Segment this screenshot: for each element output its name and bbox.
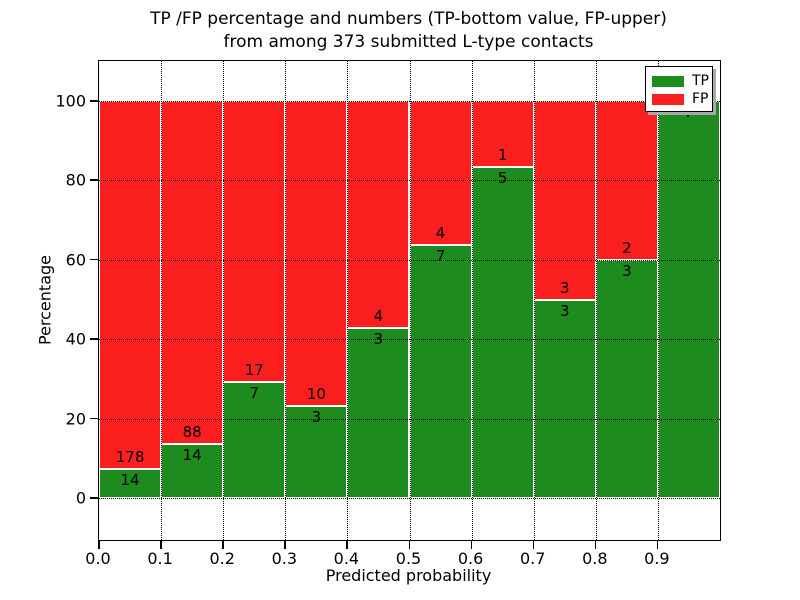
legend-row: FP — [652, 90, 712, 108]
bar-segment-fp — [347, 101, 410, 328]
y-tick — [90, 497, 98, 499]
y-tick — [90, 417, 98, 420]
chart-title-line1: TP /FP percentage and numbers (TP-bottom… — [150, 9, 667, 29]
y-tick — [90, 258, 98, 261]
x-axis-label: Predicted probability — [325, 566, 492, 585]
tp-count-label: 7 — [249, 384, 260, 403]
tp-count-label: 3 — [373, 329, 384, 348]
plot-area: 178 14 88 14 17 7 10 3 4 3 4 7 1 5 3 3 2 3 7 — [98, 60, 721, 541]
x-tick — [160, 540, 162, 549]
x-tick — [346, 540, 348, 549]
tp-count-label: 3 — [311, 408, 322, 427]
bar-segment-fp — [223, 101, 286, 383]
chart-title-line2: from among 373 submitted L-type contacts — [223, 32, 594, 52]
bar-segment-tp — [471, 167, 534, 498]
tp-legend-swatch — [652, 75, 684, 87]
bar-segment-fp — [161, 101, 224, 444]
fp-count-label: 88 — [182, 422, 202, 441]
fp-count-label: 178 — [115, 448, 145, 467]
y-tick-label: 20 — [65, 409, 86, 429]
legend-label: TP — [692, 73, 709, 89]
fp-legend-swatch — [652, 93, 684, 105]
v-gridline — [657, 61, 659, 540]
v-gridline — [161, 61, 163, 540]
x-tick — [470, 540, 473, 549]
bar-segment-tp — [409, 245, 472, 498]
x-tick-label: 0.9 — [644, 549, 670, 568]
legend: TP FP — [645, 66, 713, 112]
y-tick-label: 60 — [65, 250, 86, 270]
x-tick-label: 0.4 — [333, 549, 360, 568]
x-tick-label: 0.6 — [457, 549, 484, 568]
bar-segment-tp — [533, 299, 596, 498]
bar-segment-tp — [657, 101, 720, 498]
x-tick-label: 0.2 — [209, 549, 235, 568]
x-tick-label: 0.3 — [271, 549, 298, 568]
legend-row: TP — [652, 72, 712, 90]
bar-segment-tp — [595, 259, 658, 498]
y-tick-label: 100 — [55, 91, 86, 111]
x-tick — [594, 540, 597, 549]
x-tick — [408, 540, 410, 549]
x-tick — [98, 540, 100, 549]
y-tick-label: 0 — [75, 488, 86, 508]
v-gridline — [471, 61, 473, 540]
bar-segment-fp — [99, 101, 162, 470]
bar-segment-fp — [533, 101, 596, 300]
v-gridline — [533, 61, 535, 540]
fp-count-label: 4 — [435, 224, 446, 243]
v-gridline — [409, 61, 411, 540]
x-tick — [222, 540, 224, 549]
tp-count-label: 3 — [622, 261, 632, 280]
v-gridline — [223, 61, 225, 540]
y-tick — [90, 179, 98, 181]
y-tick — [90, 100, 98, 102]
tp-count-label: 7 — [684, 103, 694, 121]
x-tick — [532, 540, 535, 549]
tp-count-label: 5 — [497, 169, 508, 188]
legend-label: FP — [692, 91, 709, 107]
x-tick-label: 0.7 — [519, 549, 546, 568]
fp-count-label: 3 — [559, 278, 570, 297]
bar-segment-tp — [347, 327, 410, 498]
v-gridline — [595, 61, 597, 540]
y-tick-label: 80 — [65, 170, 86, 190]
x-tick-label: 0.8 — [582, 549, 608, 568]
v-gridline — [347, 61, 349, 540]
fp-count-label: 4 — [373, 306, 384, 325]
x-tick-label: 0.1 — [147, 549, 173, 568]
x-tick — [284, 540, 286, 549]
tp-count-label: 14 — [120, 471, 140, 490]
x-tick-label: 0.5 — [395, 549, 422, 568]
v-gridline — [285, 61, 287, 540]
fp-count-label: 10 — [306, 385, 326, 404]
tp-count-label: 7 — [435, 247, 446, 266]
bar-segment-fp — [409, 101, 472, 246]
fp-count-label: 2 — [622, 238, 632, 257]
bar-segment-tp — [99, 469, 162, 498]
x-tick — [656, 540, 659, 549]
bar-segment-tp — [161, 443, 224, 498]
bar-segment-fp — [285, 101, 348, 407]
x-tick-label: 0.0 — [85, 549, 111, 568]
y-tick — [90, 338, 98, 340]
tp-count-label: 14 — [182, 445, 202, 464]
tp-count-label: 3 — [559, 301, 570, 320]
fp-count-label: 17 — [244, 361, 264, 380]
y-tick-label: 40 — [65, 329, 86, 349]
fp-count-label: 1 — [497, 146, 508, 165]
